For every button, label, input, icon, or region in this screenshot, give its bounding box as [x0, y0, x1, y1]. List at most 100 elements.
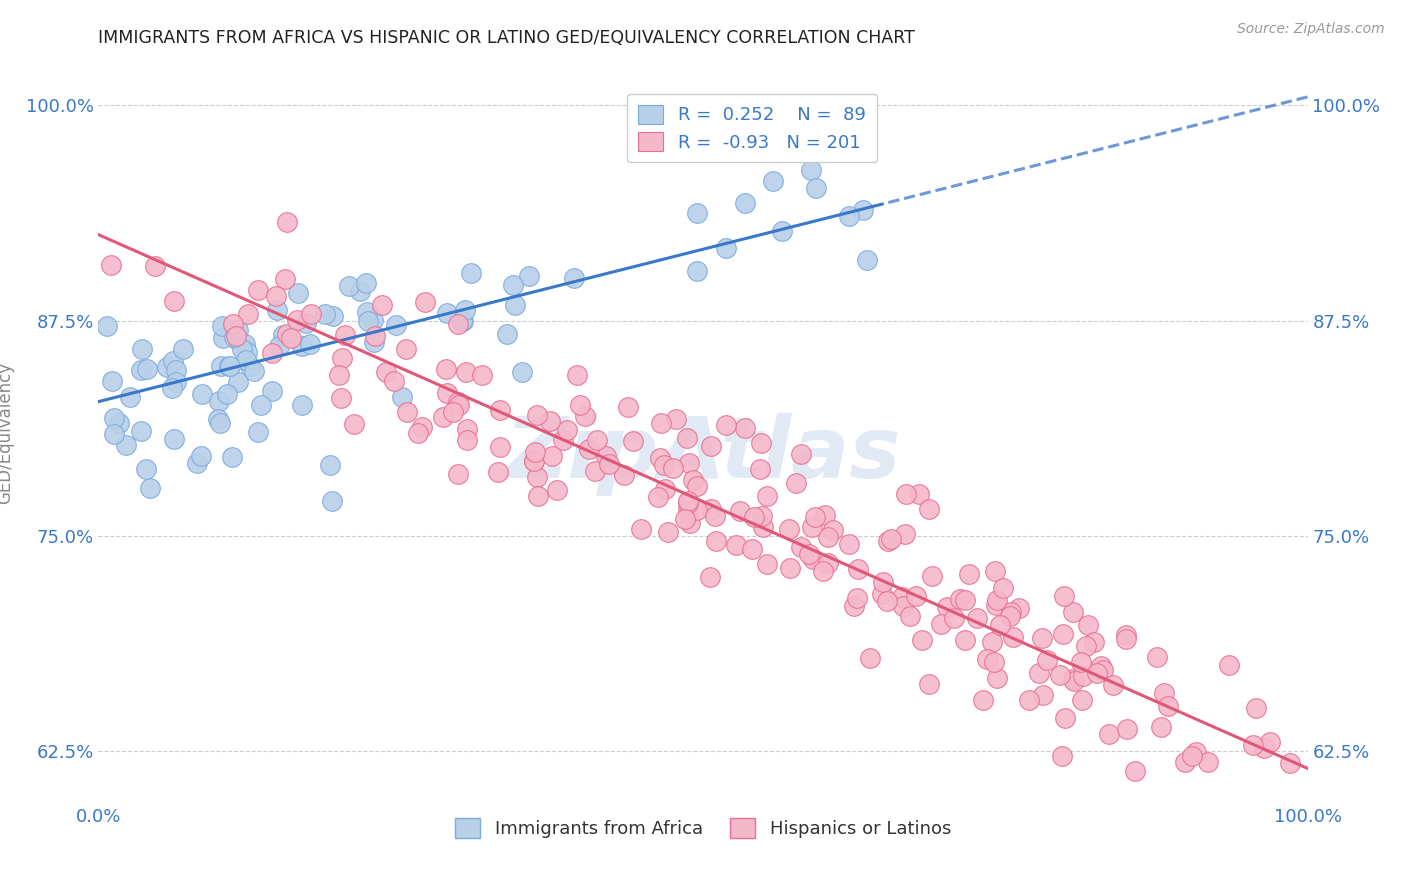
Point [319, 458, 342, 473]
Point [657, 524, 679, 539]
Point [905, 589, 928, 603]
Point [676, 493, 699, 508]
Point [893, 599, 915, 614]
Point [755, 489, 778, 503]
Point [679, 516, 702, 530]
Point [1077, 617, 1099, 632]
Point [276, 327, 298, 342]
Point [988, 618, 1011, 632]
Point [1001, 630, 1024, 644]
Point [363, 329, 385, 343]
Point [395, 342, 418, 356]
Point [291, 338, 314, 352]
Point [686, 206, 709, 220]
Point [734, 196, 756, 211]
Point [785, 476, 807, 491]
Point [100, 258, 122, 272]
Point [1052, 627, 1074, 641]
Point [432, 409, 454, 424]
Point [838, 210, 860, 224]
Point [1091, 664, 1114, 678]
Point [391, 390, 413, 404]
Point [1090, 659, 1112, 673]
Point [838, 537, 860, 551]
Point [648, 450, 671, 465]
Point [356, 305, 378, 319]
Point [1185, 745, 1208, 759]
Point [523, 454, 546, 468]
Point [496, 327, 519, 342]
Point [191, 387, 214, 401]
Point [143, 259, 166, 273]
Point [1049, 668, 1071, 682]
Point [524, 445, 547, 459]
Point [314, 308, 336, 322]
Point [454, 365, 477, 379]
Point [716, 417, 738, 432]
Point [685, 264, 707, 278]
Point [984, 564, 1007, 578]
Point [1053, 589, 1076, 603]
Point [872, 574, 894, 589]
Point [354, 276, 377, 290]
Point [986, 598, 1008, 612]
Point [1050, 748, 1073, 763]
Point [471, 368, 494, 382]
Point [343, 417, 366, 431]
Point [724, 538, 747, 552]
Point [1063, 673, 1085, 688]
Point [333, 327, 356, 342]
Point [172, 342, 194, 356]
Point [120, 390, 142, 404]
Point [274, 272, 297, 286]
Point [749, 462, 772, 476]
Point [578, 442, 600, 456]
Point [538, 414, 561, 428]
Point [236, 307, 259, 321]
Point [267, 339, 290, 353]
Point [322, 310, 344, 324]
Point [1153, 686, 1175, 700]
Point [844, 599, 866, 613]
Point [1062, 672, 1084, 686]
Point [165, 362, 187, 376]
Point [1181, 749, 1204, 764]
Point [510, 365, 533, 379]
Point [630, 522, 652, 536]
Point [233, 337, 256, 351]
Point [1008, 600, 1031, 615]
Point [489, 403, 512, 417]
Point [155, 360, 177, 375]
Point [447, 467, 470, 481]
Point [1032, 688, 1054, 702]
Point [675, 431, 697, 445]
Point [814, 508, 837, 522]
Point [804, 510, 827, 524]
Point [598, 457, 620, 471]
Point [673, 512, 696, 526]
Point [135, 462, 157, 476]
Point [385, 318, 408, 332]
Point [103, 427, 125, 442]
Point [1278, 756, 1301, 771]
Point [207, 412, 229, 426]
Point [942, 610, 965, 624]
Point [821, 523, 844, 537]
Point [447, 395, 470, 409]
Point [337, 279, 360, 293]
Point [650, 416, 672, 430]
Point [208, 416, 231, 430]
Point [929, 617, 952, 632]
Point [1000, 609, 1022, 624]
Point [285, 313, 308, 327]
Point [553, 433, 575, 447]
Point [730, 503, 752, 517]
Point [890, 591, 912, 605]
Point [546, 483, 568, 497]
Point [704, 534, 727, 549]
Point [761, 174, 783, 188]
Point [1018, 693, 1040, 707]
Point [101, 374, 124, 388]
Point [852, 203, 875, 218]
Point [330, 391, 353, 405]
